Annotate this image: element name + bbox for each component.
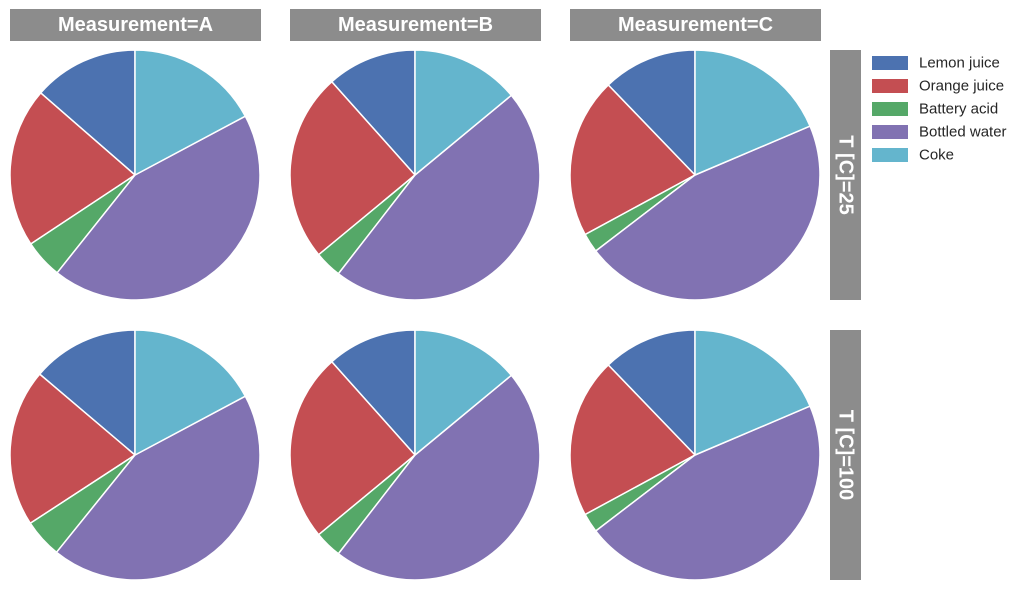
- column-strip-label: Measurement=C: [618, 14, 773, 36]
- legend-item: Coke: [872, 147, 954, 164]
- pie-slice-orange-juice: [9, 373, 136, 525]
- pie-slice-bottled-water: [595, 125, 821, 301]
- pie-panel: [569, 329, 821, 581]
- pie-slice-bottled-water: [55, 395, 261, 581]
- pie-slice-orange-juice: [9, 92, 136, 245]
- column-strip-label: Measurement=B: [338, 14, 493, 36]
- column-strip-b: Measurement=B: [290, 9, 541, 41]
- row-strip-label: T [C]=100: [835, 410, 857, 501]
- legend-item: Orange juice: [872, 78, 1004, 95]
- pie-panel: [289, 49, 541, 301]
- column-strip-label: Measurement=A: [58, 14, 213, 36]
- pie-slice-lemon-juice: [39, 49, 136, 176]
- legend-swatch: [872, 56, 908, 70]
- row-strip-25: T [C]=25: [830, 50, 861, 300]
- legend-label: Coke: [919, 147, 954, 164]
- pie-slice-orange-juice: [289, 81, 416, 256]
- legend-label: Orange juice: [919, 78, 1004, 95]
- row-strip-label: T [C]=25: [835, 135, 857, 214]
- pie-slice-lemon-juice: [331, 49, 416, 176]
- pie-panels: [9, 49, 821, 581]
- pie-slice-lemon-juice: [38, 329, 136, 456]
- legend-item: Battery acid: [872, 101, 998, 118]
- pie-slice-orange-juice: [569, 364, 696, 516]
- legend-swatch: [872, 102, 908, 116]
- pie-slice-lemon-juice: [607, 329, 696, 456]
- legend-swatch: [872, 79, 908, 93]
- pie-slice-coke: [134, 329, 247, 456]
- legend: Lemon juice Orange juice Battery acid Bottl…: [872, 55, 1007, 164]
- pie-panel: [9, 329, 261, 581]
- pie-slice-bottled-water: [595, 405, 821, 581]
- pie-slice-lemon-juice: [331, 329, 416, 456]
- legend-item: Bottled water: [872, 124, 1007, 141]
- pie-slice-bottled-water: [56, 115, 261, 301]
- pie-slice-lemon-juice: [607, 49, 696, 176]
- pie-slice-orange-juice: [289, 361, 416, 536]
- legend-label: Lemon juice: [919, 55, 1000, 72]
- pie-panel: [569, 49, 821, 301]
- column-strip-c: Measurement=C: [570, 9, 821, 41]
- pie-slice-coke: [414, 49, 513, 176]
- pie-slice-coke: [134, 49, 247, 176]
- pie-slice-orange-juice: [569, 84, 696, 236]
- legend-label: Bottled water: [919, 124, 1007, 141]
- pie-slice-bottled-water: [337, 374, 541, 581]
- pie-panel: [9, 49, 261, 301]
- legend-swatch: [872, 125, 908, 139]
- pie-panel: [289, 329, 541, 581]
- pie-slice-coke: [694, 329, 811, 456]
- legend-swatch: [872, 148, 908, 162]
- column-strip-a: Measurement=A: [10, 9, 261, 41]
- row-strip-100: T [C]=100: [830, 330, 861, 580]
- pie-slice-bottled-water: [337, 94, 541, 301]
- legend-label: Battery acid: [919, 101, 998, 118]
- legend-item: Lemon juice: [872, 55, 1000, 72]
- pie-slice-coke: [694, 49, 811, 176]
- pie-slice-coke: [414, 329, 513, 456]
